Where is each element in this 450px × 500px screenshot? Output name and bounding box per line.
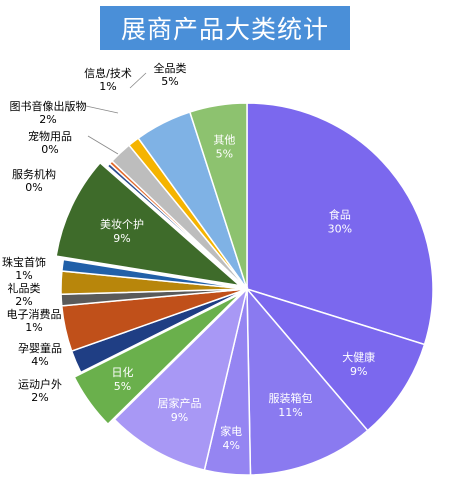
slice-value-label: 1% — [99, 80, 116, 93]
slice-value-label: 1% — [15, 269, 32, 282]
slice-value-label: 0% — [41, 143, 58, 156]
pie-slice — [113, 286, 249, 471]
slice-value-label: 30% — [328, 223, 352, 236]
slice-value-label: 9% — [113, 232, 130, 245]
slice-label: 其他 — [213, 134, 235, 147]
slice-value-label: 11% — [278, 406, 302, 419]
slice-label: 大健康 — [342, 350, 375, 364]
leader-line — [87, 135, 119, 155]
pie-slice — [246, 102, 434, 346]
pie-slice — [188, 102, 248, 290]
slice-value-label: 5% — [161, 75, 178, 88]
slice-value-label: 2% — [31, 391, 48, 404]
slice-label: 孕婴童品 — [18, 341, 62, 355]
slice-label: 运动户外 — [18, 377, 62, 391]
slice-value-label: 2% — [15, 295, 32, 308]
slice-label: 信息/技术 — [84, 66, 132, 80]
slice-label: 珠宝首饰 — [2, 255, 46, 269]
title-banner: 展商产品大类统计 — [100, 6, 350, 50]
slice-label: 居家产品 — [158, 396, 202, 410]
slice-value-label: 2% — [39, 113, 56, 126]
slice-label: 电子消费品 — [7, 307, 62, 321]
slice-label: 服务机构 — [12, 167, 56, 181]
slice-label: 礼品类 — [8, 281, 41, 295]
slice-value-label: 9% — [350, 365, 367, 378]
slice-label: 图书音像出版物 — [10, 99, 87, 113]
slice-label: 家电 — [220, 424, 242, 438]
slice-label: 食品 — [329, 208, 351, 222]
slice-value-label: 4% — [222, 439, 239, 452]
chart-title: 展商产品大类统计 — [120, 15, 329, 44]
slice-label: 全品类 — [154, 61, 187, 75]
slice-label: 美妆个护 — [100, 217, 144, 231]
slice-label: 宠物用品 — [28, 129, 72, 143]
pie-slice — [73, 292, 242, 426]
slice-value-label: 1% — [25, 321, 42, 334]
pie-slice — [61, 258, 248, 290]
pie-slice — [246, 286, 369, 476]
leader-line — [85, 105, 119, 114]
slice-label: 服装箱包 — [269, 391, 313, 405]
pie-slice — [55, 161, 243, 287]
slice-value-label: 5% — [114, 380, 131, 393]
pie-slice — [244, 287, 426, 432]
slice-label: 日化 — [112, 365, 134, 379]
slice-value-label: 9% — [171, 411, 188, 424]
slice-value-label: 5% — [216, 148, 233, 161]
slice-value-label: 4% — [31, 355, 48, 368]
leader-line — [129, 72, 147, 89]
slice-value-label: 0% — [25, 181, 42, 194]
